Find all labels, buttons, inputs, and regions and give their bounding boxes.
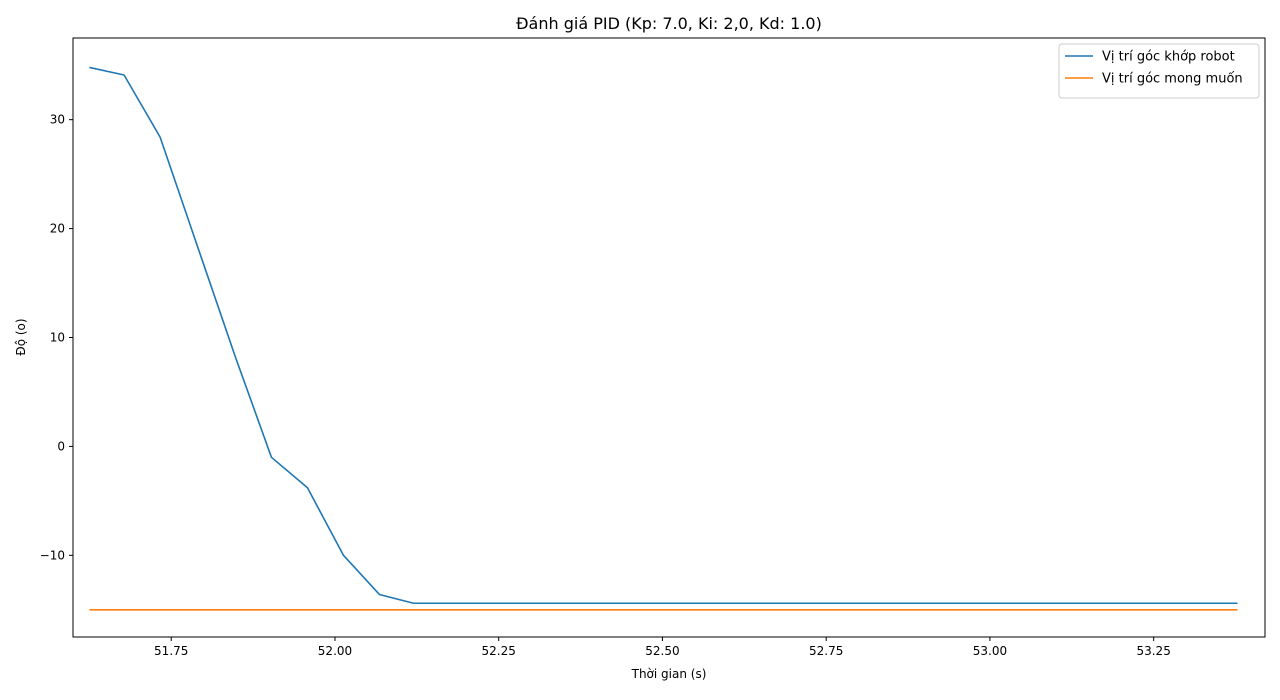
x-tick-label: 52.00	[318, 644, 352, 658]
x-tick-label: 52.25	[482, 644, 516, 658]
y-tick-label: 30	[50, 113, 65, 127]
chart-title: Đánh giá PID (Kp: 7.0, Ki: 2,0, Kd: 1.0)	[516, 14, 822, 33]
x-tick-label: 52.50	[645, 644, 679, 658]
x-tick-label: 52.75	[809, 644, 843, 658]
y-axis-label: Độ (o)	[14, 318, 28, 355]
y-tick-label: 20	[50, 222, 65, 236]
x-tick-label: 51.75	[154, 644, 188, 658]
y-tick-label: −10	[40, 548, 65, 562]
series-line-1	[89, 66, 1238, 605]
x-tick-label: 53.00	[973, 644, 1007, 658]
legend: Vị trí góc khớp robot Vị trí góc mong muố…	[1058, 43, 1260, 99]
y-axis-ticks: −10 0 10 20 30	[40, 113, 73, 562]
y-tick-label: 10	[50, 331, 65, 345]
y-tick-label: 0	[57, 439, 65, 453]
plot-area-frame	[72, 37, 1266, 638]
legend-entry-label: Vị trí góc khớp robot	[1102, 50, 1235, 65]
legend-box	[1058, 43, 1260, 99]
x-axis-label: Thời gian (s)	[631, 667, 707, 681]
x-tick-label: 53.25	[1136, 644, 1170, 658]
x-axis-ticks: 51.75 52.00 52.25 52.50 52.75 53.00 53.25	[154, 637, 1171, 658]
legend-entry-label: Vị trí góc mong muốn	[1102, 72, 1243, 87]
